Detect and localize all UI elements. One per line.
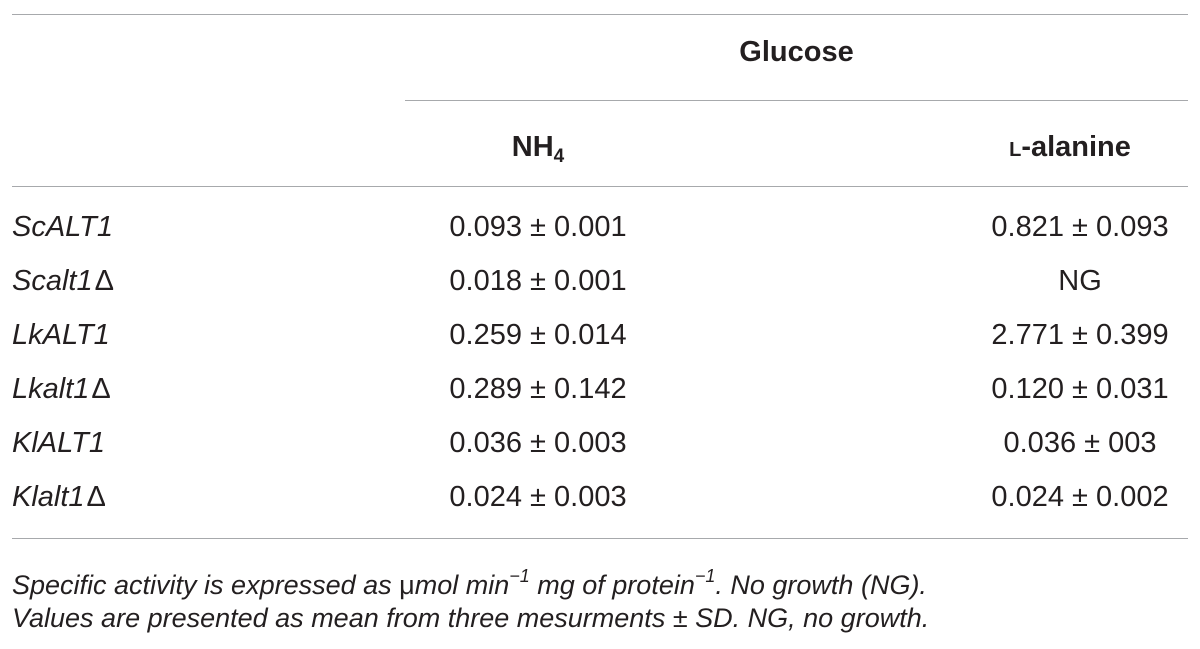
column-header-l-prefix: l <box>1009 131 1022 163</box>
nh4-value: 0.018 ± 0.001 <box>449 265 627 297</box>
group-header-glucose: Glucose <box>739 36 854 68</box>
group-header-rule <box>405 100 1188 101</box>
deletion-symbol: Δ <box>86 481 106 513</box>
column-header-l-alanine: l-alanine <box>950 130 1190 164</box>
footnote-line-1: Specific activity is expressed as μmol m… <box>12 554 927 607</box>
footnote-superscript: −1 <box>509 566 530 586</box>
column-header-alanine-text: -alanine <box>1021 131 1131 163</box>
gene-name: LkALT1 <box>12 319 110 351</box>
gene-name: Scalt1 <box>12 265 93 297</box>
nh4-value: 0.259 ± 0.014 <box>449 319 627 351</box>
row-gene-label: Scalt1Δ <box>12 264 114 298</box>
footnote-text: Specific activity is expressed as <box>12 570 400 600</box>
column-header-nh4-main: NH <box>511 131 554 163</box>
alanine-value: 0.024 ± 0.002 <box>991 481 1169 513</box>
gene-name: Klalt1 <box>12 481 85 513</box>
row-gene-label: LkALT1 <box>12 318 112 352</box>
column-header-nh4: NH4 <box>398 130 678 174</box>
row-gene-label: KlALT1 <box>12 426 107 460</box>
deletion-symbol: Δ <box>91 373 111 405</box>
alanine-value: NG <box>1058 265 1102 297</box>
row-gene-label: Klalt1Δ <box>12 480 106 514</box>
nh4-value: 0.093 ± 0.001 <box>449 211 627 243</box>
nh4-value: 0.289 ± 0.142 <box>449 373 627 405</box>
column-header-nh4-subscript: 4 <box>553 146 565 167</box>
gene-name: KlALT1 <box>12 427 105 459</box>
footnote-line-2: Values are presented as mean from three … <box>12 603 930 633</box>
footnote-mu-symbol: μ <box>399 570 415 600</box>
nh4-value: 0.024 ± 0.003 <box>449 481 627 513</box>
row-gene-label: Lkalt1Δ <box>12 372 111 406</box>
gene-name: Lkalt1 <box>12 373 90 405</box>
deletion-symbol: Δ <box>94 265 114 297</box>
alanine-value: 0.821 ± 0.093 <box>991 211 1169 243</box>
column-header-rule <box>12 186 1188 187</box>
alanine-value: 2.771 ± 0.399 <box>991 319 1169 351</box>
alanine-value: 0.036 ± 003 <box>1003 427 1157 459</box>
footnote-text: mol min <box>414 570 510 600</box>
footnote-text: mg of protein <box>529 570 695 600</box>
alanine-value: 0.120 ± 0.031 <box>991 373 1169 405</box>
table-bottom-rule <box>12 538 1188 539</box>
footnote-superscript: −1 <box>694 566 716 586</box>
top-rule <box>12 14 1188 15</box>
nh4-value: 0.036 ± 0.003 <box>449 427 627 459</box>
row-gene-label: ScALT1 <box>12 210 115 244</box>
gene-name: ScALT1 <box>12 211 114 243</box>
footnote-text: . No growth (NG). <box>715 570 927 600</box>
